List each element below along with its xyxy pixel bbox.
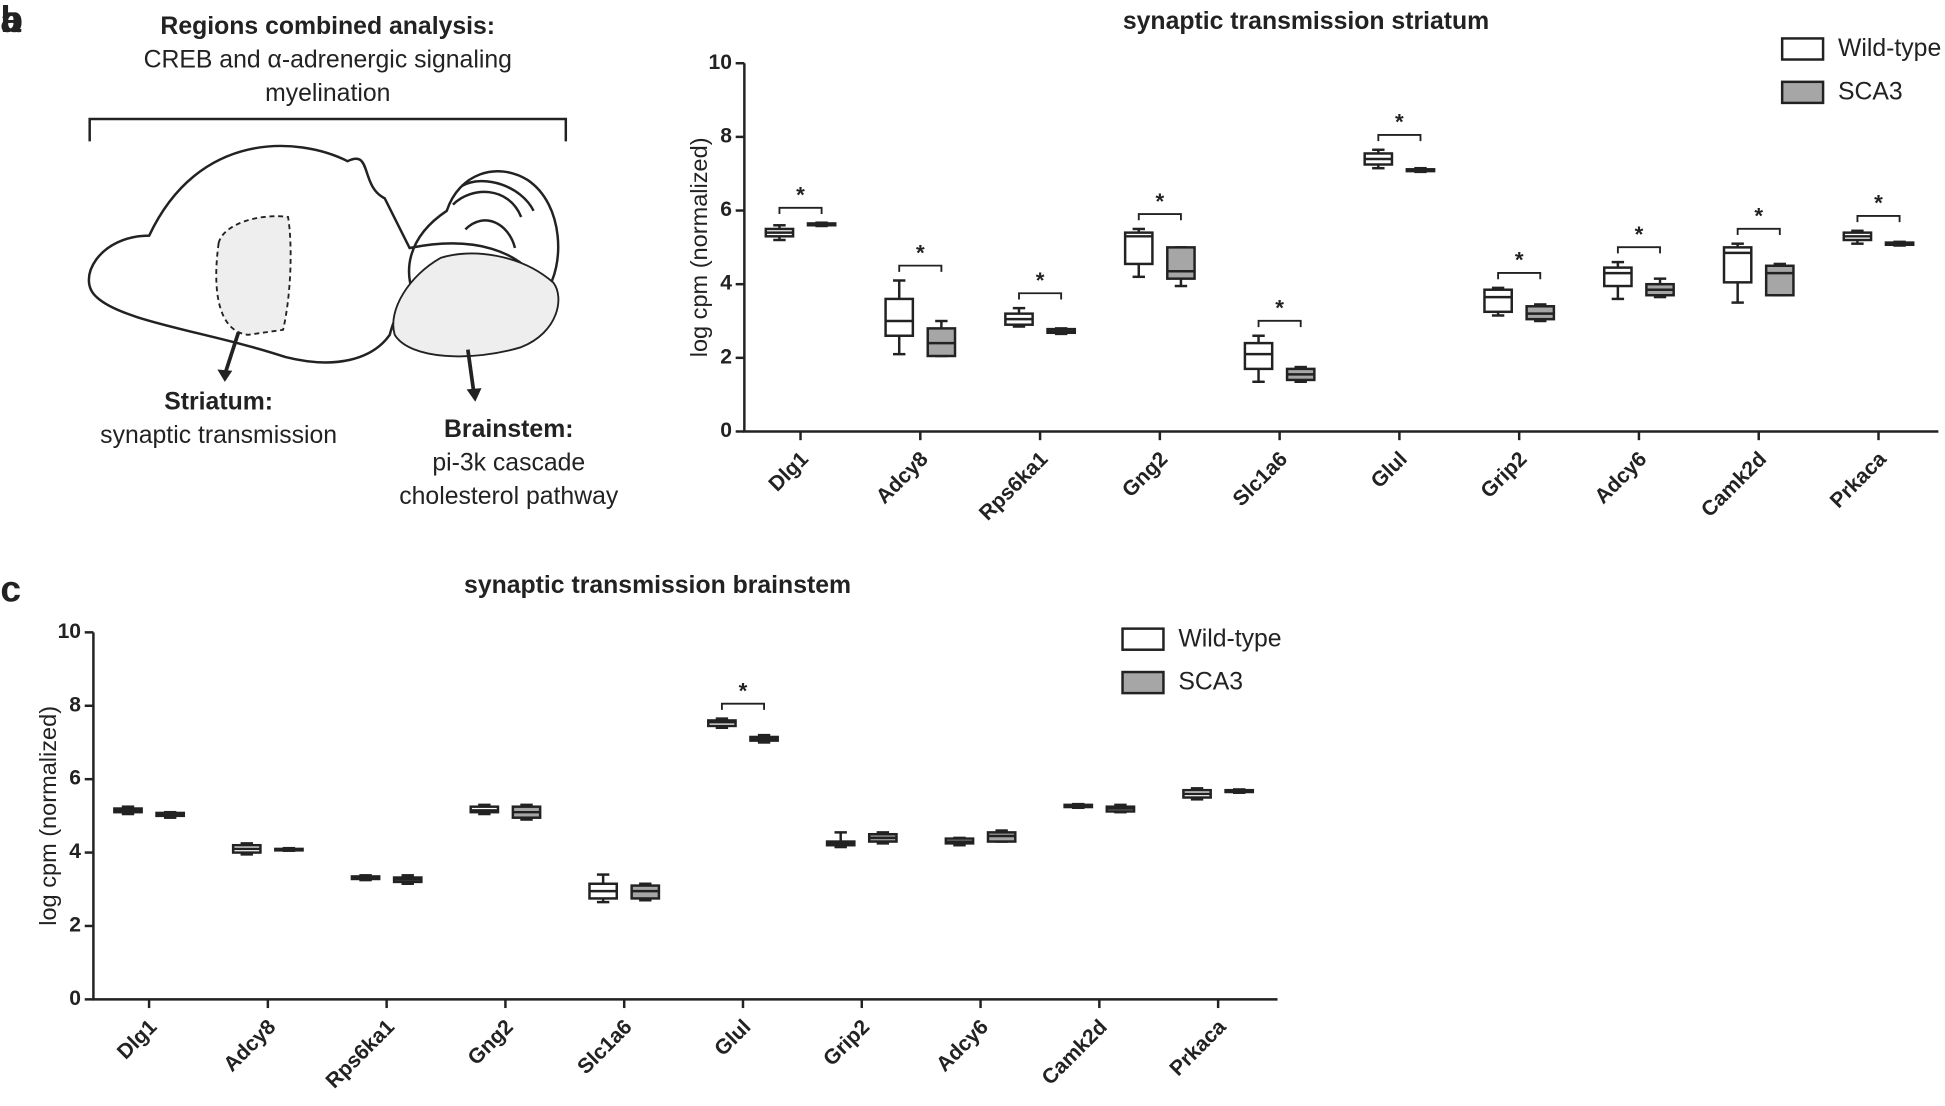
- legend-label: Wild-type: [1178, 625, 1281, 652]
- y-tick-label: 0: [720, 419, 732, 442]
- significance-label: *: [1275, 296, 1284, 321]
- x-tick-label: Grip2: [1476, 447, 1531, 502]
- region-text: cholesterol pathway: [399, 483, 619, 510]
- y-tick-label: 4: [720, 272, 732, 295]
- y-tick-label: 2: [69, 914, 81, 937]
- legend-label: SCA3: [1178, 669, 1243, 696]
- y-tick-label: 0: [69, 987, 81, 1010]
- region-label: Striatum:: [164, 389, 273, 416]
- x-tick-label: Gng2: [1118, 447, 1172, 501]
- x-tick-label: Grip2: [819, 1015, 874, 1070]
- box: [1764, 264, 1795, 297]
- significance-label: *: [1874, 191, 1883, 216]
- box: [1243, 341, 1274, 371]
- x-tick-label: Prkaca: [1165, 1015, 1230, 1080]
- box: [884, 297, 915, 337]
- x-tick-label: Adcy6: [932, 1015, 993, 1076]
- y-tick-label: 6: [69, 767, 81, 790]
- significance-bracket: [1736, 227, 1781, 236]
- panel-label: c: [0, 567, 21, 609]
- significance-bracket: [720, 702, 766, 710]
- significance-bracket: [1018, 292, 1063, 300]
- region-text: pi-3k cascade: [432, 449, 585, 476]
- x-tick-label: Rps6ka1: [975, 447, 1053, 525]
- x-tick-label: Adcy6: [1590, 447, 1651, 508]
- significance-label: *: [739, 678, 748, 703]
- arrowhead: [466, 388, 482, 402]
- y-axis-label: log cpm (normalized): [35, 706, 61, 926]
- x-tick-label: Slc1a6: [1229, 447, 1292, 510]
- y-tick-label: 10: [58, 620, 81, 643]
- chart-title: synaptic transmission striatum: [1123, 8, 1489, 35]
- significance-bracket: [1137, 213, 1182, 221]
- box: [1123, 231, 1154, 266]
- x-tick-label: Dlg1: [764, 447, 813, 496]
- x-tick-label: Camk2d: [1038, 1015, 1112, 1089]
- significance-bracket: [898, 264, 943, 272]
- x-tick-label: Rps6ka1: [322, 1015, 400, 1093]
- panel-label: a: [0, 0, 21, 40]
- significance-bracket: [1377, 133, 1422, 142]
- bracket: [88, 117, 568, 142]
- x-tick-label: Glul: [710, 1015, 755, 1060]
- significance-label: *: [1635, 222, 1644, 247]
- x-tick-label: Adcy8: [872, 447, 933, 508]
- significance-label: *: [1395, 110, 1404, 135]
- significance-label: *: [916, 240, 925, 265]
- y-tick-label: 6: [720, 198, 732, 221]
- striatum-region: [215, 215, 292, 336]
- y-tick-label: 2: [720, 345, 732, 368]
- x-tick-label: Camk2d: [1697, 447, 1771, 521]
- arrow: [223, 331, 241, 376]
- x-tick-label: Slc1a6: [573, 1015, 636, 1078]
- y-tick-label: 10: [709, 51, 732, 74]
- significance-label: *: [1036, 268, 1045, 293]
- box: [1166, 246, 1196, 280]
- significance-label: *: [1515, 248, 1524, 273]
- significance-label: *: [1754, 204, 1763, 229]
- legend-swatch: [1780, 80, 1825, 105]
- legend-swatch: [1121, 670, 1165, 695]
- region-label: Brainstem:: [444, 416, 573, 443]
- significance-bracket: [778, 206, 823, 215]
- significance-label: *: [1156, 189, 1165, 214]
- panel-label: b: [0, 0, 23, 40]
- y-tick-label: 8: [720, 124, 732, 147]
- legend-label: Wild-type: [1838, 35, 1941, 62]
- x-tick-label: Dlg1: [113, 1015, 162, 1064]
- significance-bracket: [1497, 272, 1542, 280]
- significance-bracket: [1856, 214, 1901, 223]
- arrow: [466, 349, 476, 395]
- x-tick-label: Prkaca: [1826, 447, 1891, 512]
- y-axis-label: log cpm (normalized): [686, 137, 712, 357]
- legend-swatch: [1121, 627, 1165, 651]
- axis: [92, 632, 1278, 1001]
- significance-bracket: [1257, 319, 1302, 328]
- x-tick-label: Glul: [1367, 447, 1412, 492]
- box: [1602, 266, 1633, 288]
- x-tick-label: Adcy8: [219, 1015, 280, 1076]
- brain-outline: [87, 144, 560, 364]
- legend-swatch: [1780, 37, 1825, 61]
- x-tick-label: Gng2: [464, 1015, 518, 1069]
- cerebellum-folds: [452, 179, 535, 249]
- chart-title: synaptic transmission brainstem: [464, 572, 851, 599]
- heading: Regions combined analysis:: [160, 13, 495, 40]
- significance-bracket: [1616, 246, 1661, 254]
- arrowhead: [217, 369, 233, 382]
- heading-line: CREB and α-adrenergic signaling: [144, 46, 512, 73]
- significance-label: *: [796, 183, 805, 208]
- y-tick-label: 4: [69, 840, 81, 863]
- heading-line: myelination: [265, 80, 390, 107]
- box: [1483, 288, 1513, 314]
- legend-label: SCA3: [1838, 79, 1903, 106]
- brainstem-region: [392, 252, 560, 358]
- y-tick-label: 8: [69, 693, 81, 716]
- region-text: synaptic transmission: [100, 422, 337, 449]
